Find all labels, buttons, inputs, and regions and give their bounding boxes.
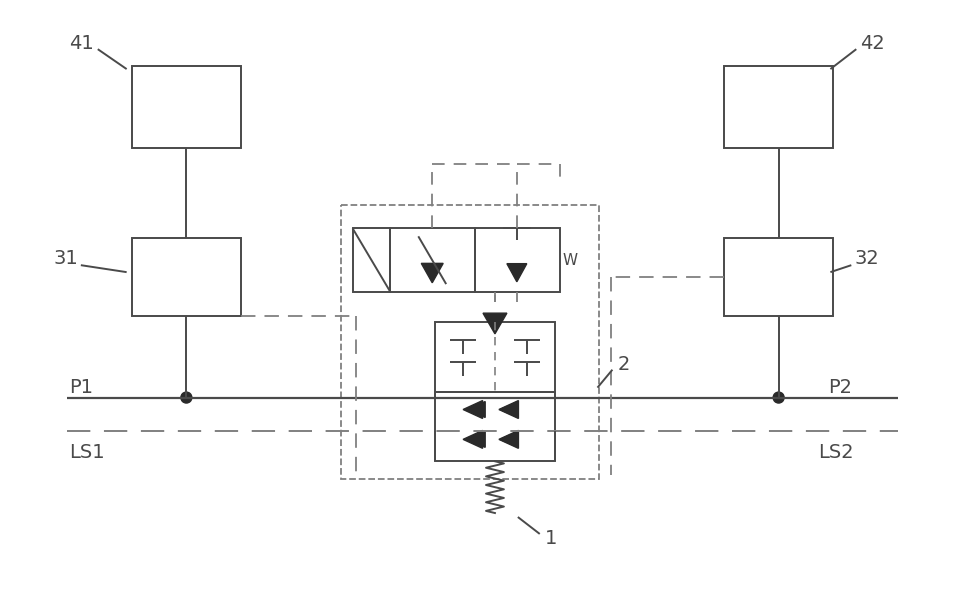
Text: 32: 32 xyxy=(854,248,879,268)
Bar xyxy=(391,228,475,292)
Bar xyxy=(724,238,834,316)
Polygon shape xyxy=(422,264,443,283)
Bar xyxy=(435,322,555,391)
Polygon shape xyxy=(483,313,507,334)
Polygon shape xyxy=(467,402,485,418)
Polygon shape xyxy=(499,430,518,448)
Circle shape xyxy=(774,392,784,403)
Bar xyxy=(435,391,555,461)
Bar xyxy=(475,228,560,292)
Text: P1: P1 xyxy=(69,378,93,397)
Text: LS2: LS2 xyxy=(818,443,854,462)
Polygon shape xyxy=(463,401,483,419)
Bar xyxy=(724,66,834,148)
Bar xyxy=(353,228,391,292)
Text: 31: 31 xyxy=(54,248,78,268)
Polygon shape xyxy=(463,430,483,448)
Bar xyxy=(132,66,241,148)
Text: W: W xyxy=(563,253,577,268)
Text: LS1: LS1 xyxy=(69,443,104,462)
Text: 42: 42 xyxy=(861,34,885,53)
Bar xyxy=(132,238,241,316)
Circle shape xyxy=(181,392,191,403)
Text: P2: P2 xyxy=(829,378,853,397)
Polygon shape xyxy=(500,431,518,447)
Polygon shape xyxy=(467,431,485,447)
Text: 41: 41 xyxy=(69,34,94,53)
Polygon shape xyxy=(507,264,527,282)
Text: 1: 1 xyxy=(544,530,557,548)
Polygon shape xyxy=(500,402,518,418)
Text: 2: 2 xyxy=(617,355,630,375)
Bar xyxy=(340,205,600,479)
Polygon shape xyxy=(499,401,518,419)
